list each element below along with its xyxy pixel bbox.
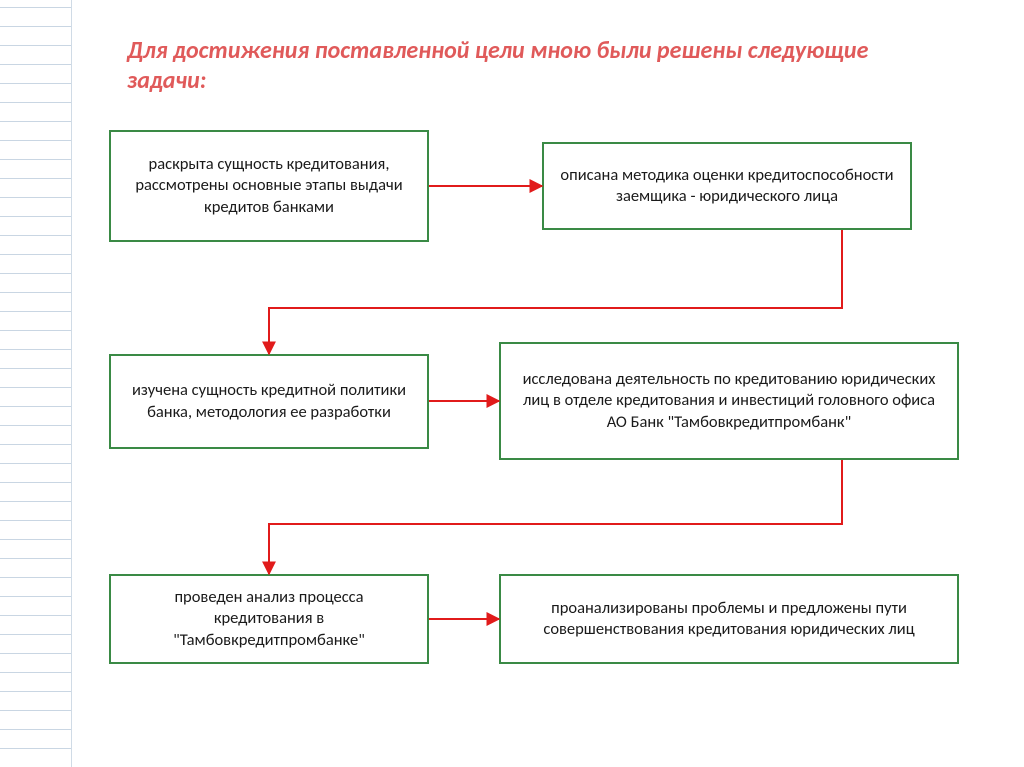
- flowchart-node: изучена сущность кредитной политики банк…: [109, 354, 429, 449]
- slide-title: Для достижения поставленной цели мною бы…: [127, 36, 907, 96]
- node-text: проанализированы проблемы и предложены п…: [517, 598, 941, 641]
- node-text: исследована деятельность по кредитованию…: [517, 369, 941, 433]
- flowchart-node: исследована деятельность по кредитованию…: [499, 342, 959, 460]
- node-text: изучена сущность кредитной политики банк…: [127, 380, 411, 423]
- node-text: описана методика оценки кредитоспособнос…: [560, 165, 894, 208]
- decorative-grid-sidebar: [0, 0, 72, 767]
- node-text: раскрыта сущность кредитования, рассмотр…: [127, 154, 411, 218]
- flowchart-node: проведен анализ процесса кредитования в …: [109, 574, 429, 664]
- node-text: проведен анализ процесса кредитования в …: [127, 587, 411, 651]
- flowchart-node: раскрыта сущность кредитования, рассмотр…: [109, 130, 429, 242]
- flowchart-node: описана методика оценки кредитоспособнос…: [542, 142, 912, 230]
- flowchart-node: проанализированы проблемы и предложены п…: [499, 574, 959, 664]
- slide-content: Для достижения поставленной цели мною бы…: [72, 0, 1024, 767]
